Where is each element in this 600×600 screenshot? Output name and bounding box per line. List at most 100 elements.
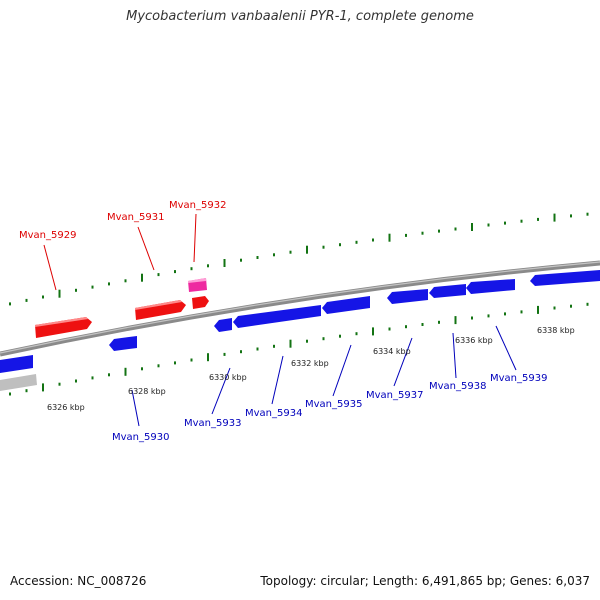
- minor-tick: [157, 364, 160, 368]
- reverse-gene-5939[interactable]: [466, 279, 515, 294]
- minor-tick: [372, 238, 374, 242]
- minor-tick: [91, 285, 94, 289]
- gene-label-mvan-5929[interactable]: Mvan_5929: [19, 230, 76, 241]
- gene-label-mvan-5935[interactable]: Mvan_5935: [305, 399, 362, 410]
- minor-tick: [553, 306, 556, 310]
- minor-tick: [355, 240, 358, 244]
- minor-tick: [520, 219, 523, 223]
- minor-tick: [537, 217, 539, 221]
- gene-label-mvan-5930[interactable]: Mvan_5930: [112, 432, 169, 443]
- forward-gene-5932-a[interactable]: [188, 278, 207, 292]
- major-tick: [141, 273, 143, 282]
- scale-label-6330: 6330 kbp: [209, 373, 247, 382]
- forward-gene-5931[interactable]: [135, 300, 186, 320]
- minor-tick: [388, 327, 391, 331]
- minor-tick: [58, 382, 61, 386]
- gene-label-mvan-5939[interactable]: Mvan_5939: [490, 373, 547, 384]
- minor-tick: [487, 314, 490, 318]
- minor-tick: [190, 267, 193, 271]
- minor-tick: [586, 212, 589, 216]
- gene-label-mvan-5937[interactable]: Mvan_5937: [366, 390, 423, 401]
- minor-tick: [289, 250, 292, 254]
- accession-text: Accession: NC_008726: [10, 574, 147, 588]
- reverse-gene-5930[interactable]: [109, 336, 137, 351]
- gene-label-mvan-5933[interactable]: Mvan_5933: [184, 418, 241, 429]
- major-tick: [372, 327, 374, 336]
- minor-tick: [570, 214, 572, 218]
- reverse-gene-right-edge[interactable]: [530, 270, 600, 286]
- scale-label-6326: 6326 kbp: [47, 403, 85, 412]
- major-tick: [289, 339, 292, 348]
- reverse-gene-left-edge[interactable]: [0, 355, 33, 373]
- minor-tick: [520, 310, 523, 314]
- minor-tick: [75, 379, 77, 383]
- minor-tick: [306, 339, 308, 343]
- minor-tick: [25, 389, 28, 393]
- minor-tick: [256, 256, 259, 259]
- reverse-gene-5937[interactable]: [387, 289, 428, 304]
- major-tick: [223, 259, 226, 267]
- reverse-gene-5933-b[interactable]: [233, 305, 321, 328]
- page-title: Mycobacterium vanbaalenii PYR-1, complet…: [126, 9, 474, 24]
- minor-tick: [438, 320, 440, 324]
- minor-tick: [355, 332, 358, 336]
- major-tick: [454, 316, 457, 325]
- reverse-gene-5938[interactable]: [429, 284, 466, 298]
- minor-tick: [487, 223, 490, 227]
- minor-tick: [504, 221, 506, 225]
- forward-gene-5932-b[interactable]: [192, 296, 209, 309]
- tick-marks-lower: [9, 302, 589, 396]
- minor-tick: [124, 279, 127, 283]
- major-tick: [207, 353, 209, 362]
- minor-tick: [240, 258, 242, 262]
- minor-tick: [471, 316, 473, 320]
- minor-tick: [141, 367, 143, 371]
- minor-tick: [421, 323, 424, 326]
- minor-tick: [108, 373, 110, 377]
- minor-tick: [438, 229, 440, 233]
- minor-tick: [108, 282, 110, 286]
- callout-lines: [43, 213, 517, 427]
- minor-tick: [240, 350, 242, 354]
- scale-label-6328: 6328 kbp: [128, 387, 166, 396]
- minor-tick: [322, 337, 325, 341]
- forward-gene-5929[interactable]: [35, 317, 92, 338]
- major-tick: [388, 233, 391, 242]
- other-feature-left-edge[interactable]: [0, 374, 37, 391]
- minor-tick: [405, 325, 407, 329]
- minor-tick: [322, 245, 325, 249]
- minor-tick: [9, 392, 11, 396]
- minor-tick: [223, 352, 226, 356]
- major-tick: [58, 289, 61, 298]
- genome-backbone-highlight: [0, 261, 600, 354]
- minor-tick: [504, 312, 506, 316]
- major-tick: [42, 383, 44, 392]
- minor-tick: [273, 344, 275, 348]
- reverse-gene-5933-a[interactable]: [214, 318, 232, 332]
- minor-tick: [586, 302, 589, 306]
- minor-tick: [174, 361, 176, 365]
- scale-label-6334: 6334 kbp: [373, 347, 411, 356]
- genome-summary-text: Topology: circular; Length: 6,491,865 bp…: [260, 574, 590, 588]
- minor-tick: [339, 243, 341, 247]
- minor-tick: [207, 264, 209, 268]
- scale-label-6336: 6336 kbp: [455, 336, 493, 345]
- major-tick: [537, 305, 539, 314]
- major-tick: [553, 213, 556, 222]
- minor-tick: [454, 227, 457, 231]
- minor-tick: [174, 270, 176, 274]
- gene-label-mvan-5932[interactable]: Mvan_5932: [169, 200, 226, 211]
- minor-tick: [570, 304, 572, 308]
- gene-label-mvan-5931[interactable]: Mvan_5931: [107, 212, 164, 223]
- major-tick: [124, 367, 127, 376]
- reverse-gene-5935[interactable]: [322, 296, 370, 314]
- scale-label-6338: 6338 kbp: [537, 326, 575, 335]
- minor-tick: [273, 253, 275, 257]
- tick-marks-upper: [9, 212, 589, 306]
- gene-label-mvan-5934[interactable]: Mvan_5934: [245, 408, 302, 419]
- minor-tick: [75, 288, 77, 292]
- gene-label-mvan-5938[interactable]: Mvan_5938: [429, 381, 486, 392]
- minor-tick: [256, 347, 259, 351]
- genome-backbone: [0, 260, 600, 357]
